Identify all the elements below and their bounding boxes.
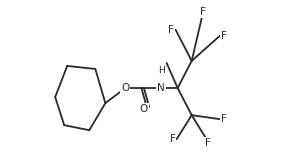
Text: F: F	[200, 7, 206, 17]
Text: H: H	[158, 66, 165, 75]
Text: F: F	[221, 31, 227, 41]
Text: O: O	[121, 83, 130, 93]
Text: O: O	[140, 104, 148, 114]
Text: F: F	[168, 25, 173, 35]
Text: N: N	[157, 83, 165, 93]
Text: F: F	[170, 134, 175, 144]
Text: F: F	[221, 114, 227, 124]
Text: F: F	[205, 138, 211, 148]
